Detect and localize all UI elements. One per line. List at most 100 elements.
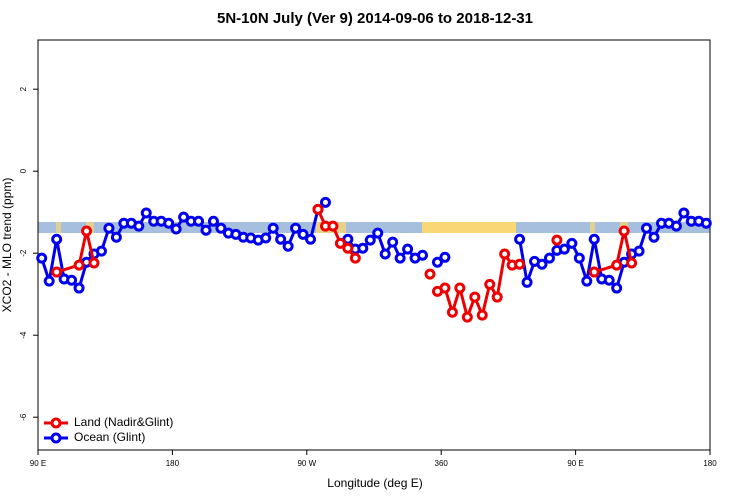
data-point <box>641 222 653 234</box>
data-point <box>536 258 548 270</box>
data-point <box>364 234 376 246</box>
data-point <box>626 257 638 269</box>
data-point <box>633 245 645 257</box>
data-point <box>700 217 712 229</box>
data-point <box>319 196 331 208</box>
data-point <box>514 233 526 245</box>
data-point <box>618 225 630 237</box>
data-point <box>611 282 623 294</box>
data-point <box>543 252 555 264</box>
data-point <box>372 227 384 239</box>
data-point <box>439 282 451 294</box>
x-tick-label: 180 <box>166 459 180 468</box>
data-point <box>312 203 324 215</box>
data-point <box>342 242 354 254</box>
data-point <box>73 259 85 271</box>
land-band <box>422 222 516 233</box>
data-point <box>611 259 623 271</box>
data-point <box>207 215 219 227</box>
data-point <box>51 266 63 278</box>
data-point <box>588 233 600 245</box>
data-point <box>51 233 63 245</box>
data-point <box>43 275 55 287</box>
data-point <box>461 311 473 323</box>
data-point <box>163 217 175 229</box>
data-point <box>521 276 533 288</box>
plot-frame <box>37 39 711 451</box>
y-tick-label: -4 <box>19 331 28 339</box>
data-point <box>200 224 212 236</box>
data-point <box>290 222 302 234</box>
data-point <box>573 252 585 264</box>
data-point <box>379 248 391 260</box>
y-tick-label: 2 <box>19 86 28 91</box>
data-point <box>417 249 429 261</box>
data-point <box>170 223 182 235</box>
data-point <box>476 309 488 321</box>
data-point <box>439 251 451 263</box>
legend-marker <box>50 432 62 444</box>
chart-title: 5N-10N July (Ver 9) 2014-09-06 to 2018-1… <box>217 10 533 27</box>
data-point <box>387 236 399 248</box>
data-point <box>215 222 227 234</box>
data-point <box>282 240 294 252</box>
series-line <box>56 208 634 323</box>
data-point <box>110 231 122 243</box>
data-point <box>140 207 152 219</box>
ocean-band <box>38 222 710 233</box>
data-point <box>193 215 205 227</box>
data-point <box>81 225 93 237</box>
data-point <box>95 245 107 257</box>
data-point <box>514 258 526 270</box>
x-tick-label: 360 <box>435 459 449 468</box>
y-tick-label: 0 <box>19 168 28 173</box>
data-point <box>454 282 466 294</box>
legend-label: Ocean (Glint) <box>74 430 145 444</box>
data-point <box>499 248 511 260</box>
data-point <box>484 278 496 290</box>
data-point <box>469 291 481 303</box>
data-point <box>133 220 145 232</box>
y-tick-label: -2 <box>19 249 28 257</box>
data-point <box>491 291 503 303</box>
x-tick-label: 90 E <box>567 459 583 468</box>
legend: Land (Nadir&Glint)Ocean (Glint) <box>44 415 173 444</box>
legend-marker <box>50 417 62 429</box>
data-point <box>446 306 458 318</box>
data-point <box>275 233 287 245</box>
land-band <box>590 222 595 233</box>
data-point <box>402 243 414 255</box>
data-point <box>603 274 615 286</box>
data-point <box>73 282 85 294</box>
x-tick-label: 180 <box>703 459 717 468</box>
y-axis-label: XCO2 - MLO trend (ppm) <box>0 178 14 313</box>
data-point <box>670 220 682 232</box>
data-point <box>327 220 339 232</box>
data-point <box>566 237 578 249</box>
data-point <box>349 252 361 264</box>
data-point <box>581 275 593 287</box>
data-point <box>88 257 100 269</box>
data-point <box>36 252 48 264</box>
data-point <box>424 268 436 280</box>
data-point <box>588 266 600 278</box>
data-point <box>103 222 115 234</box>
data-point <box>431 256 443 268</box>
data-point <box>678 207 690 219</box>
data-point <box>305 233 317 245</box>
data-point <box>334 237 346 249</box>
legend-label: Land (Nadir&Glint) <box>74 415 173 429</box>
data-point <box>267 222 279 234</box>
data-point <box>558 243 570 255</box>
data-point <box>260 232 272 244</box>
data-point <box>66 274 78 286</box>
land-band <box>56 222 61 233</box>
x-axis-label: Longitude (deg E) <box>327 476 422 490</box>
data-point <box>357 242 369 254</box>
data-point <box>394 252 406 264</box>
data-point <box>648 231 660 243</box>
x-tick-label: 90 E <box>30 459 46 468</box>
